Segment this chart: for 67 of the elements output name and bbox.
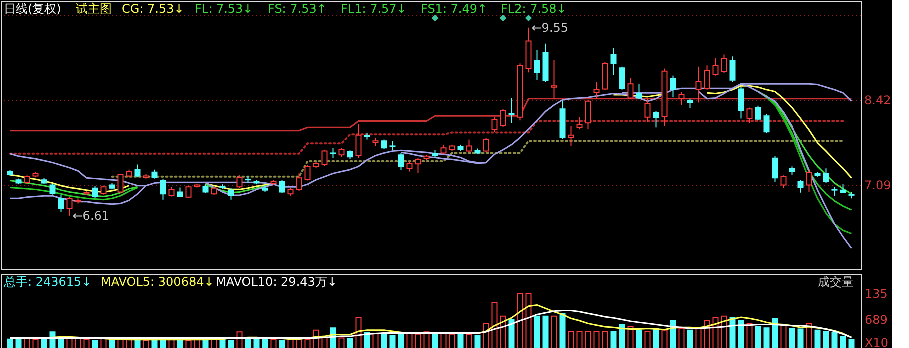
y-tick-label: 8.42 [864,94,892,108]
candlestick [594,82,600,100]
candlestick [730,56,736,83]
candlestick [738,86,744,120]
candlestick [823,168,830,184]
candlestick [764,114,770,134]
text: X10 [865,336,888,348]
candlestick [644,98,651,124]
candlestick [653,110,660,128]
candlestick [177,187,184,198]
candlestick [279,180,286,194]
candlestick [508,98,515,124]
candlestick [356,124,362,159]
candlestick [806,169,812,193]
text: MAVOL5: 300684↓ [101,275,214,289]
candlestick [687,98,694,109]
annotation: FL: 7.53↓ [195,2,254,16]
y-tick-label: 7.09 [864,178,892,193]
text: 135 [865,287,888,301]
candlestick [712,58,719,76]
annotation: ←9.55 [532,20,569,35]
candlestick [610,48,617,76]
annotation: CG: 7.53↓ [122,2,184,16]
candlestick [670,75,676,98]
candlestick [483,138,490,154]
candlestick [746,107,753,124]
candlestick [704,65,710,90]
candlestick [304,164,311,182]
annotation: ←6.61 [72,208,110,223]
candlestick [772,156,778,183]
candlestick [798,180,804,194]
candlestick [755,105,762,122]
candlestick [534,50,540,81]
candlestick [636,84,642,100]
candlestick [721,54,728,74]
candlestick [296,173,302,192]
text: 成交量 [818,275,854,289]
candlestick [134,164,141,178]
candlestick [500,108,506,128]
candlestick [619,66,626,90]
candlestick [66,196,73,216]
annotation: FL2: 7.58↓ [501,2,567,16]
candlestick [696,66,702,104]
text: MAVOL10: 29.43万↓ [216,275,338,289]
annotation: FL1: 7.57↓ [341,2,407,16]
line-series [758,91,852,235]
candlestick [568,126,574,147]
annotation: FS: 7.53↑ [268,2,327,16]
candlestick [492,116,498,133]
candlestick [678,92,685,106]
candlestick [168,186,175,198]
annotation: FS1: 7.49↑ [421,2,488,16]
candlestick [381,139,388,150]
annotation: 试主图 [76,2,112,16]
candlestick [186,185,192,198]
chart-title: 日线(复权) [4,2,62,16]
candlestick [466,139,472,154]
text: 689 [865,313,888,327]
candlestick [576,116,583,130]
candlestick [160,178,166,200]
candlestick [322,150,328,167]
candlestick [585,100,592,130]
candlestick [628,78,634,100]
candlestick [780,175,787,189]
candlestick [551,60,558,100]
candlestick [330,148,336,159]
text: 总手: 243615↓ [3,275,92,289]
